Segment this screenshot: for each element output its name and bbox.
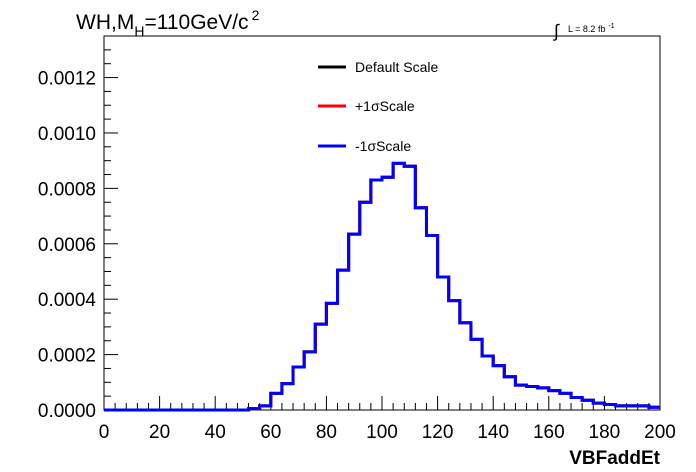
- series-group: [104, 161, 660, 412]
- y-tick-label: 0.0012: [38, 69, 96, 90]
- series-line-2: [104, 161, 660, 412]
- x-tick-label: 120: [422, 422, 454, 443]
- plot-frame: [103, 35, 661, 411]
- legend: Default Scale +1σScale -1σScale: [318, 59, 438, 154]
- y-tick-label: 0.0010: [38, 124, 96, 145]
- series-line-1: [104, 161, 660, 412]
- x-axis-label: VBFaddEt: [569, 448, 660, 469]
- x-tick-label: 160: [533, 422, 565, 443]
- y-tick-label: 0.0002: [38, 346, 96, 367]
- legend-label: Default Scale: [355, 59, 438, 75]
- chart-title: WH,MH=110GeV/c 2: [76, 7, 260, 39]
- x-tick-label: 60: [260, 422, 281, 443]
- x-tick-label: 0: [99, 422, 110, 443]
- y-axis: 0.0000 0.0002 0.0004 0.0006 0.0008 0.0010 0.00…: [38, 35, 118, 422]
- x-tick-label: 100: [366, 422, 398, 443]
- x-tick-label: 200: [644, 422, 676, 443]
- legend-label: +1σScale: [355, 98, 415, 114]
- series-line-0: [104, 161, 660, 412]
- integral-symbol: ∫: [552, 21, 560, 41]
- x-tick-label: 80: [316, 422, 337, 443]
- luminosity-label: L = 8.2 fb -1: [568, 23, 615, 34]
- x-tick-label: 180: [589, 422, 621, 443]
- y-tick-label: 0.0008: [38, 179, 96, 200]
- y-tick-label: 0.0004: [38, 290, 97, 311]
- x-tick-label: 20: [149, 422, 170, 443]
- y-tick-label: 0.0000: [38, 401, 96, 422]
- x-axis: 0 20 40 60 80 100 120 140 160 180 200: [99, 396, 676, 443]
- x-tick-label: 140: [477, 422, 509, 443]
- x-tick-label: 40: [205, 422, 226, 443]
- y-tick-label: 0.0006: [38, 235, 96, 256]
- legend-label: -1σScale: [355, 138, 411, 154]
